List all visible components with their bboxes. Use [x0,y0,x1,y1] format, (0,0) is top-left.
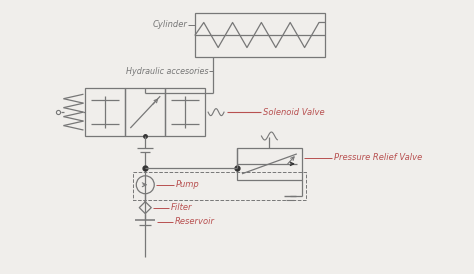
Bar [85,88,125,136]
Text: Pressure Relief Valve: Pressure Relief Valve [334,153,422,162]
Bar [165,88,205,136]
Text: Filter: Filter [171,203,193,212]
Bar [237,148,302,180]
Text: Solenoid Valve: Solenoid Valve [263,108,325,117]
Bar [125,88,165,136]
Text: Cylinder: Cylinder [152,20,187,29]
Bar [195,13,325,58]
Text: Reservoir: Reservoir [175,217,215,226]
Text: Hydraulic accesories: Hydraulic accesories [126,67,208,76]
Bar [133,172,306,200]
Text: Pump: Pump [176,180,200,189]
